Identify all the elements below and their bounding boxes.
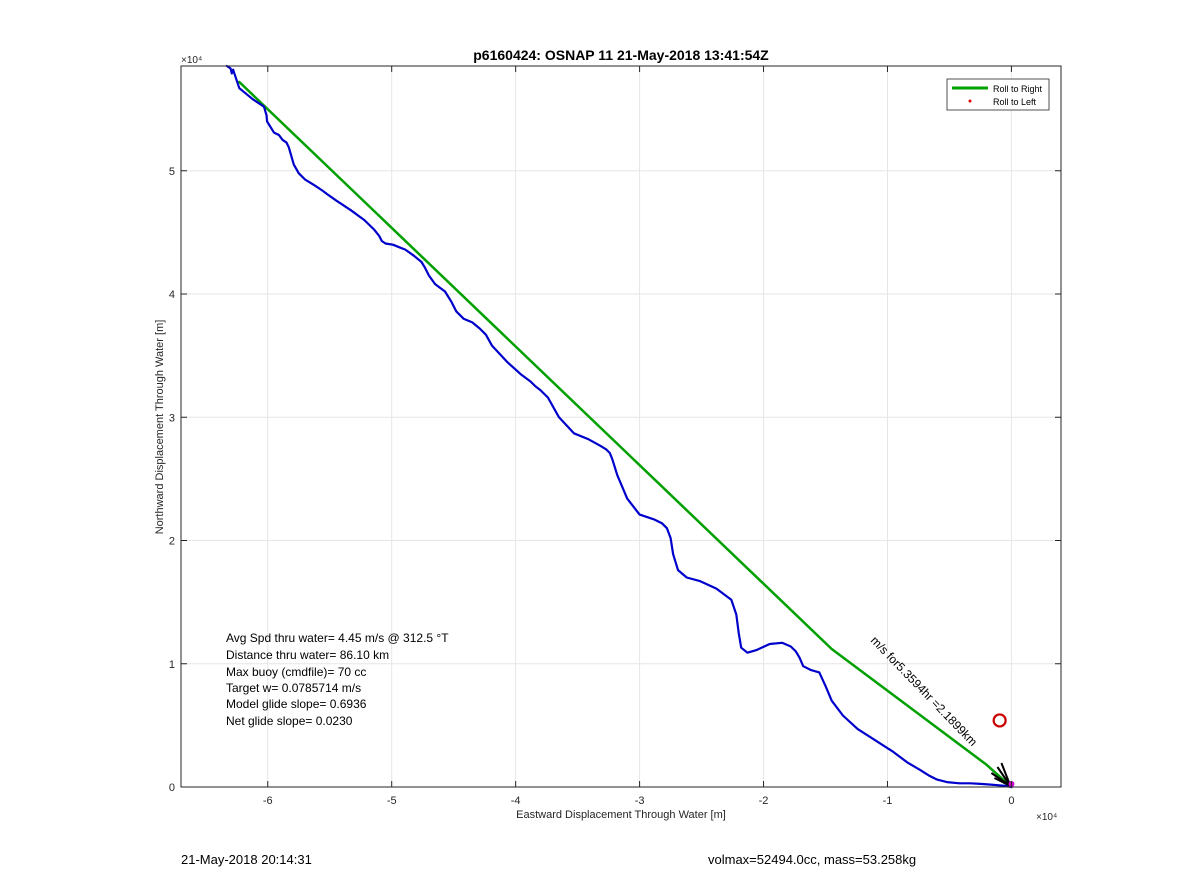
footer-volmax-mass: volmax=52494.0cc, mass=53.258kg	[708, 852, 917, 867]
x-tick-label: -1	[883, 795, 893, 807]
grid	[181, 66, 1061, 788]
series-line-track	[225, 64, 1013, 789]
y-tick-label: 0	[169, 782, 175, 794]
series-layer	[225, 64, 1015, 789]
footer-timestamp: 21-May-2018 20:14:31	[181, 852, 312, 867]
series-line-roll-right	[238, 80, 1013, 789]
y-tick-label: 5	[169, 166, 175, 178]
annotation-net-glide: Net glide slope= 0.0230	[226, 714, 353, 728]
y-tick-label: 1	[169, 659, 175, 671]
plot-frame	[180, 65, 1062, 788]
annotation-model-glide: Model glide slope= 0.6936	[226, 697, 367, 711]
x-tick-label: 0	[1008, 795, 1014, 807]
chart-title: p6160424: OSNAP 11 21-May-2018 13:41:54Z	[473, 47, 769, 63]
x-tick-label: -3	[635, 795, 645, 807]
axis-layer: -6 -5 -4 -3 -2 -1 0 0 1 2 3 4 5	[169, 66, 1061, 807]
y-tick-label: 4	[169, 289, 175, 301]
y-tick-label: 3	[169, 412, 175, 424]
x-tick-label: -4	[511, 795, 521, 807]
annotation-max-buoy: Max buoy (cmdfile)= 70 cc	[226, 665, 366, 679]
annotation-distance: Distance thru water= 86.10 km	[226, 648, 389, 662]
y-tick-label: 2	[169, 536, 175, 548]
surface-position-circle	[992, 713, 1007, 728]
x-axis-label: Eastward Displacement Through Water [m]	[516, 809, 726, 821]
legend-label-roll-right: Roll to Right	[993, 84, 1043, 94]
current-vector-arrow	[993, 777, 1011, 787]
current-vector-arrow	[1000, 762, 1012, 787]
annotation-avg-speed: Avg Spd thru water= 4.45 m/s @ 312.5 °T	[226, 631, 449, 645]
x-tick-label: -6	[263, 795, 273, 807]
x-exponent-label: ×10⁴	[1036, 812, 1057, 823]
x-tick-label: -5	[387, 795, 397, 807]
legend-swatch-roll-left	[968, 99, 972, 103]
legend-box	[946, 78, 1050, 111]
stats-annotations: Avg Spd thru water= 4.45 m/s @ 312.5 °T …	[226, 631, 449, 728]
y-exponent-label: ×10⁴	[181, 55, 202, 66]
legend: Roll to Right Roll to Left	[946, 78, 1050, 111]
y-axis-label: Northward Displacement Through Water [m]	[154, 320, 166, 535]
annotation-target-w: Target w= 0.0785714 m/s	[226, 681, 361, 695]
x-tick-label: -2	[759, 795, 769, 807]
legend-label-roll-left: Roll to Left	[993, 97, 1037, 107]
